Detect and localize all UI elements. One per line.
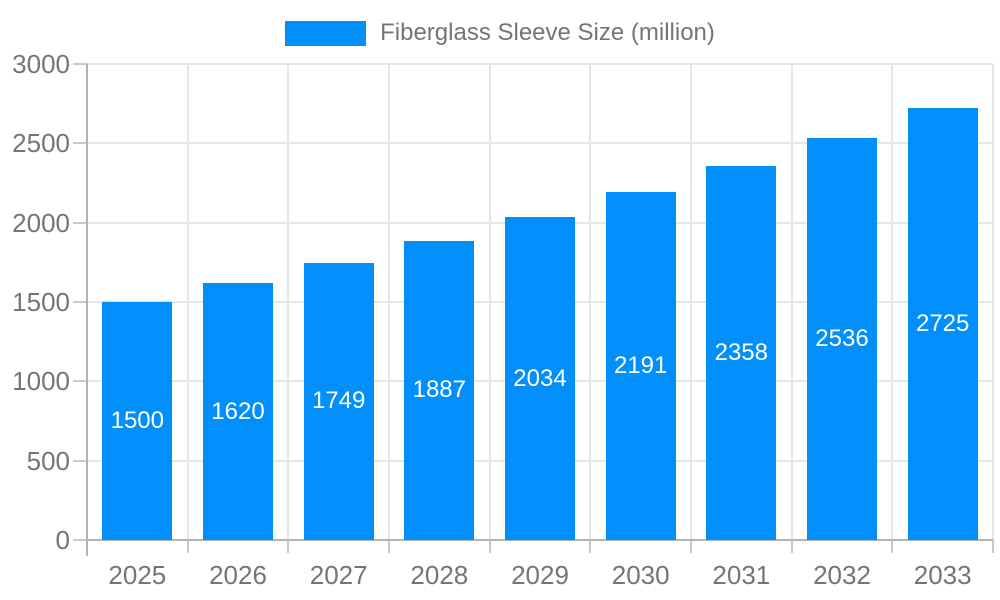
bar[interactable]: 2191 bbox=[605, 192, 676, 540]
bar-value-label: 2358 bbox=[714, 338, 768, 366]
bar[interactable]: 1887 bbox=[404, 240, 475, 540]
y-axis-tick bbox=[73, 380, 87, 382]
y-axis-tick bbox=[73, 460, 87, 462]
x-axis-tick bbox=[388, 540, 390, 553]
y-axis-label: 2000 bbox=[12, 208, 70, 238]
y-axis-tick bbox=[73, 63, 87, 65]
gridline-vertical bbox=[388, 64, 390, 540]
legend-swatch-icon bbox=[285, 20, 367, 46]
bar-value-label: 2191 bbox=[613, 352, 668, 380]
legend-label: Fiberglass Sleeve Size (million) bbox=[380, 19, 715, 46]
gridline-vertical bbox=[992, 64, 994, 540]
x-axis-tick bbox=[589, 540, 591, 553]
bar-value-label: 1500 bbox=[110, 407, 164, 434]
y-axis-tick bbox=[73, 222, 87, 224]
x-axis-tick bbox=[891, 540, 893, 553]
x-axis-tick bbox=[489, 540, 491, 553]
x-axis-label: 2031 bbox=[712, 560, 771, 590]
bar[interactable]: 2725 bbox=[907, 107, 978, 540]
bar[interactable]: 2358 bbox=[706, 165, 777, 540]
x-axis-label: 2032 bbox=[813, 560, 871, 590]
x-axis-label: 2025 bbox=[108, 560, 167, 590]
x-axis-line bbox=[87, 539, 993, 541]
bar[interactable]: 2536 bbox=[807, 137, 877, 540]
gridline-horizontal bbox=[87, 142, 993, 144]
bar[interactable]: 1500 bbox=[102, 302, 173, 540]
gridline-vertical bbox=[489, 64, 491, 540]
x-axis-label: 2027 bbox=[309, 560, 368, 590]
y-axis-tick bbox=[73, 539, 87, 541]
gridline-vertical bbox=[690, 64, 692, 540]
x-axis-label: 2033 bbox=[913, 560, 972, 590]
gridline-vertical bbox=[187, 64, 189, 540]
y-axis-tick bbox=[73, 301, 87, 303]
bar[interactable]: 1620 bbox=[203, 283, 273, 540]
x-axis-tick bbox=[187, 540, 189, 553]
bar-value-label: 2536 bbox=[815, 324, 869, 352]
bar-value-label: 1749 bbox=[311, 387, 366, 415]
y-axis-line bbox=[86, 64, 88, 556]
y-axis-label: 2500 bbox=[12, 128, 70, 158]
y-axis-label: 0 bbox=[55, 525, 70, 555]
x-axis-label: 2029 bbox=[511, 560, 569, 590]
x-axis-label: 2028 bbox=[410, 560, 469, 590]
gridline-horizontal bbox=[87, 63, 993, 65]
x-axis-tick bbox=[992, 540, 994, 553]
legend[interactable]: Fiberglass Sleeve Size (million) bbox=[0, 17, 1000, 49]
bar-value-label: 2725 bbox=[915, 309, 970, 337]
bar-value-label: 2034 bbox=[513, 364, 567, 392]
y-axis-label: 1000 bbox=[12, 366, 70, 396]
y-axis-label: 1500 bbox=[12, 287, 70, 317]
gridline-vertical bbox=[589, 64, 591, 540]
gridline-vertical bbox=[791, 64, 793, 540]
x-axis-tick bbox=[690, 540, 692, 553]
bar-value-label: 1887 bbox=[412, 376, 466, 404]
y-axis-tick bbox=[73, 142, 87, 144]
bar-value-label: 1620 bbox=[211, 397, 265, 425]
y-axis-label: 3000 bbox=[12, 49, 70, 79]
gridline-vertical bbox=[891, 64, 893, 540]
x-axis-label: 2030 bbox=[611, 560, 670, 590]
bar[interactable]: 2034 bbox=[505, 217, 575, 540]
gridline-vertical bbox=[287, 64, 289, 540]
x-axis-tick bbox=[287, 540, 289, 553]
x-axis-label: 2026 bbox=[209, 560, 267, 590]
y-axis-label: 500 bbox=[26, 446, 70, 476]
bar[interactable]: 1749 bbox=[303, 262, 374, 540]
x-axis-tick bbox=[791, 540, 793, 553]
